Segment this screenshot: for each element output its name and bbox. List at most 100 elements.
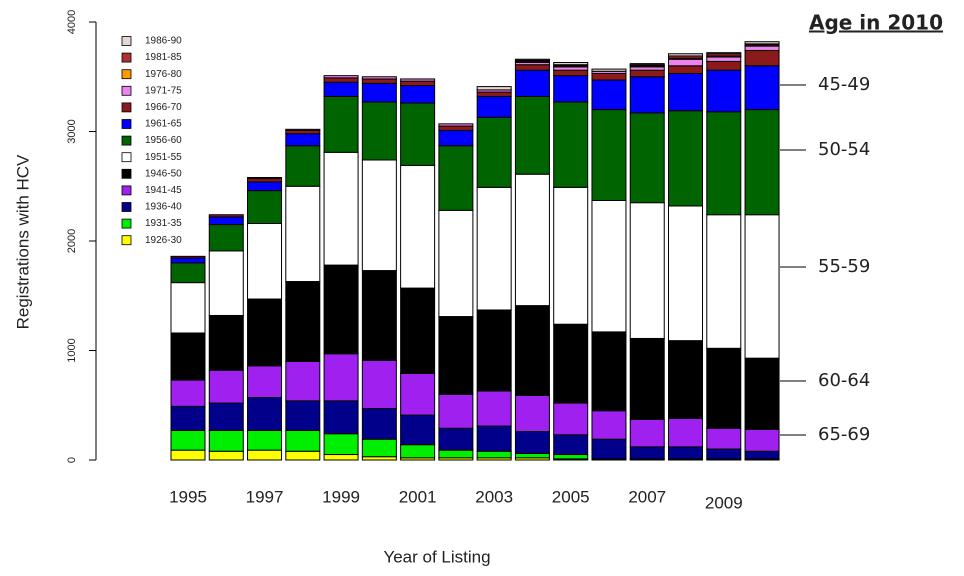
y-tick-label: 1000 <box>66 338 78 362</box>
bar-segment <box>629 337 665 420</box>
bar-segment <box>476 450 512 459</box>
bar-segment <box>591 410 627 440</box>
bar-segment <box>514 305 550 396</box>
bar-segment <box>553 75 589 103</box>
bar-segment <box>208 314 244 371</box>
legend-swatch <box>121 218 132 229</box>
bar-segment <box>208 402 244 431</box>
bar-segment <box>361 76 397 80</box>
legend-text: 1961-65 <box>145 119 182 130</box>
bar-segment <box>208 224 244 252</box>
legend-swatch <box>121 85 132 96</box>
bar-segment <box>668 110 704 207</box>
bar-segment <box>553 434 589 456</box>
bar-segment <box>591 68 627 72</box>
bar-segment <box>247 298 283 367</box>
bar-segment <box>476 425 512 452</box>
annotation: 50-54 <box>818 139 870 160</box>
legend-swatch <box>121 52 132 63</box>
bar-segment <box>400 164 436 289</box>
y-tick-label: 2000 <box>66 229 78 253</box>
bar-segment <box>170 257 206 264</box>
bar-segment <box>514 452 550 459</box>
bar-segment <box>668 65 704 74</box>
bar-segment <box>285 185 321 283</box>
bar-segment <box>553 62 589 66</box>
bar-segment <box>591 199 627 333</box>
bar-segment <box>285 133 321 147</box>
bar-segment <box>400 102 436 166</box>
legend-text: 1946-50 <box>145 168 182 179</box>
bar-segment <box>323 77 359 83</box>
x-tick-label: 2003 <box>475 487 513 506</box>
bar-segment <box>438 129 474 147</box>
bar-segment <box>553 101 589 188</box>
bar-segment <box>400 78 436 82</box>
bar-segment <box>285 128 321 131</box>
legend-swatch <box>121 152 132 163</box>
x-tick-label: 1999 <box>322 487 360 506</box>
bar-segment <box>323 75 359 79</box>
y-axis-title: Registrations with HCV <box>13 154 32 329</box>
bar-segment <box>323 433 359 456</box>
bar-segment <box>247 429 283 451</box>
bar-segment <box>361 78 397 84</box>
bar-segment <box>629 76 665 114</box>
legend-text: 1971-75 <box>145 85 182 96</box>
bar-segment <box>438 393 474 429</box>
bar-segment <box>668 417 704 448</box>
legend-swatch <box>121 36 132 46</box>
bar-segment <box>400 80 436 87</box>
bar-segment <box>591 109 627 201</box>
bar-segment <box>247 181 283 192</box>
bar-segment <box>400 85 436 104</box>
bar-segment <box>591 79 627 111</box>
bar-segment <box>170 262 206 284</box>
bar-segment <box>706 347 742 429</box>
bar-segment <box>285 450 321 461</box>
x-tick-label: 2005 <box>552 487 590 506</box>
bar-segment <box>744 65 780 111</box>
bar-segment <box>361 408 397 440</box>
x-tick-label: 2009 <box>705 493 743 512</box>
bar-segment <box>744 357 780 430</box>
legend-text: 1931-35 <box>145 218 182 229</box>
bar-segment <box>438 209 474 318</box>
bar-segment <box>706 448 742 460</box>
bar-segment <box>170 282 206 334</box>
bar-segment <box>629 63 665 66</box>
bar-segment <box>361 438 397 458</box>
bar-segment <box>323 400 359 435</box>
bar-segment <box>361 159 397 272</box>
bar-segment <box>553 69 589 77</box>
bar-segment <box>247 397 283 431</box>
bar-segment <box>476 186 512 311</box>
bar-segment <box>553 402 589 436</box>
x-tick-label: 1995 <box>169 487 207 506</box>
chart-title: Age in 2010 <box>809 11 943 35</box>
bar-segment <box>668 340 704 419</box>
bar-segment <box>438 427 474 451</box>
legend-text: 1941-45 <box>145 185 182 196</box>
bar-segment <box>361 359 397 410</box>
bar-segment <box>438 316 474 395</box>
bar-segment <box>476 86 512 91</box>
legend-text: 1986-90 <box>145 36 182 47</box>
bar-segment <box>323 454 359 461</box>
bar-segment <box>476 309 512 392</box>
bar-segment <box>247 222 283 300</box>
bar-segment <box>285 281 321 362</box>
bar-segment <box>323 81 359 97</box>
legend-swatch <box>121 168 132 179</box>
bar-segment <box>476 91 512 97</box>
bar-segment <box>323 264 359 355</box>
legend-swatch <box>121 202 132 212</box>
bar-segment <box>400 444 436 459</box>
bar-segment <box>706 52 742 55</box>
bar-segment <box>668 446 704 460</box>
bar-segment <box>514 64 550 71</box>
bar-segment <box>476 390 512 427</box>
bar-segment <box>668 58 704 67</box>
bar-segment <box>591 72 627 81</box>
legend-text: 1926-30 <box>145 235 182 246</box>
